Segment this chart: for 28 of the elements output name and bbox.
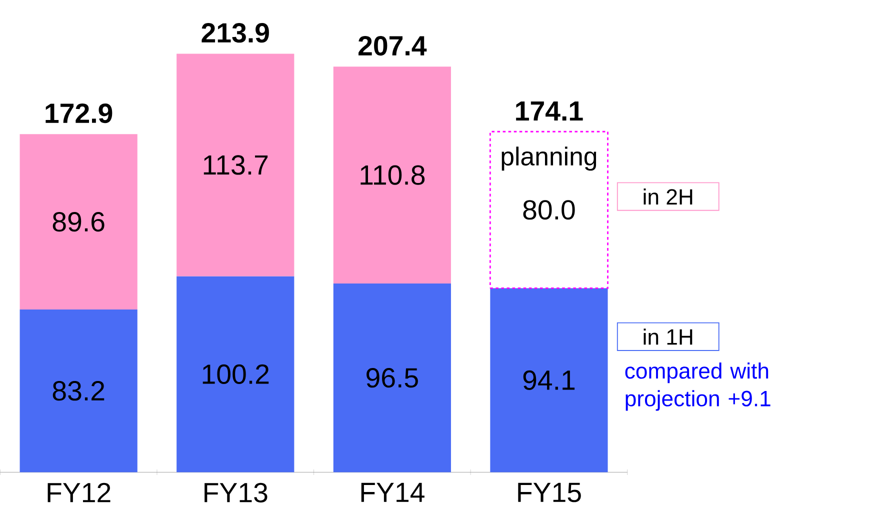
data-label: 80.0 [523,200,575,220]
bar [20,134,138,310]
data-label: 100.2 [202,364,269,384]
total-label: 213.9 [202,22,269,42]
total-label: 207.4 [358,36,427,56]
bar [333,283,451,472]
bar [490,288,608,472]
total-label: 172.9 [46,103,112,123]
total-label: 174.1 [516,101,583,120]
bar [176,276,294,472]
data-label: 113.7 [204,154,268,175]
x-tick-label: FY12 [48,482,110,502]
data-label: 89.6 [52,212,104,232]
x-tick-label: FY15 [518,482,581,502]
series-label: in 1H [644,328,692,344]
x-tick-label: FY13 [204,482,268,502]
data-label: 83.2 [52,380,104,400]
bar [333,66,451,284]
text: in 2H [644,188,692,204]
bar [176,54,294,276]
annotation: planning [502,146,596,170]
x-tick-label: FY14 [361,482,424,502]
data-label: 94.1 [523,370,575,390]
bar [489,130,608,289]
data-label: 96.5 [366,368,418,388]
data-label: 110.8 [360,165,425,185]
annotation: compared with projection +9.1 [625,362,770,411]
bar [20,309,138,472]
